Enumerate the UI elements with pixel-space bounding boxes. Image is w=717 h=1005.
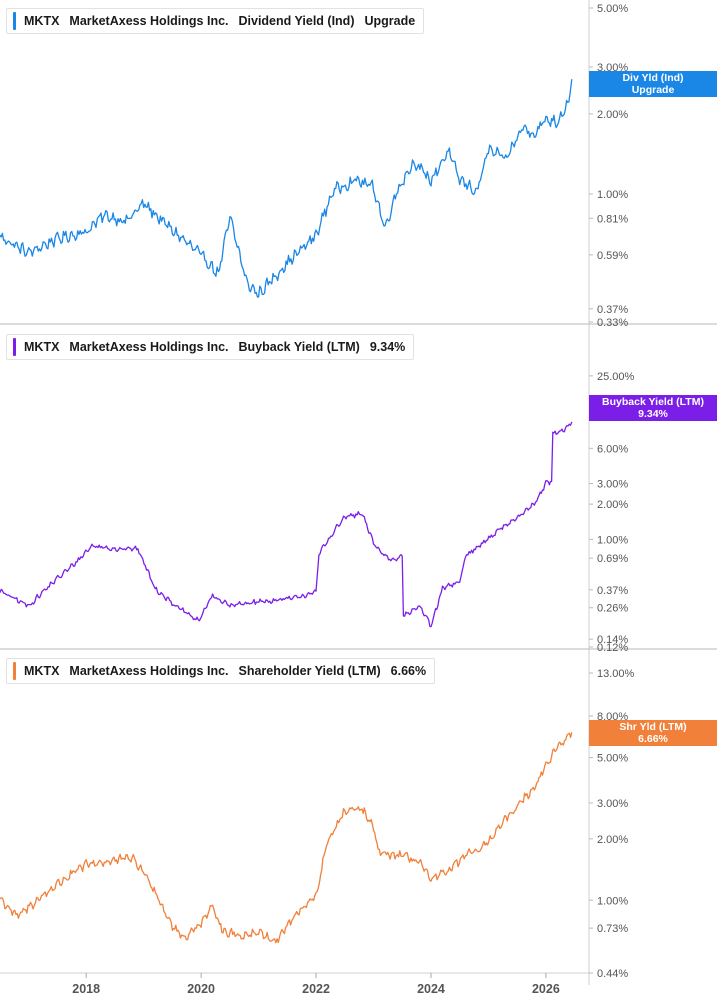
x-tick-label: 2022 bbox=[302, 982, 330, 996]
y-tick-label: 2.00% bbox=[597, 499, 628, 511]
legend-current-value[interactable]: Upgrade bbox=[364, 14, 416, 28]
tag-value: 9.34% bbox=[638, 408, 668, 420]
y-tick-label: 3.00% bbox=[597, 479, 628, 491]
y-tick-label: 0.12% bbox=[597, 642, 628, 654]
legend-current-value: 6.66% bbox=[390, 664, 427, 678]
series-color-swatch bbox=[13, 338, 16, 356]
current-value-tag-shareholder: Shr Yld (LTM) 6.66% bbox=[589, 720, 717, 746]
y-tick-label: 0.59% bbox=[597, 250, 628, 262]
legend-ticker: MKTX bbox=[24, 664, 60, 678]
series-color-swatch bbox=[13, 662, 16, 680]
current-value-tag-buyback: Buyback Yield (LTM) 9.34% bbox=[589, 395, 717, 421]
y-tick-label: 1.00% bbox=[597, 189, 628, 201]
y-tick-label: 0.26% bbox=[597, 603, 628, 615]
y-tick-label: 0.44% bbox=[597, 968, 628, 980]
legend-metric: Buyback Yield (LTM) bbox=[238, 340, 360, 354]
y-tick-label: 5.00% bbox=[597, 3, 628, 15]
legend-metric: Dividend Yield (Ind) bbox=[238, 14, 355, 28]
series-color-swatch bbox=[13, 12, 16, 30]
legend-current-value: 9.34% bbox=[369, 340, 406, 354]
series-line bbox=[0, 79, 573, 298]
current-value-tag-dividend: Div Yld (Ind) Upgrade bbox=[589, 71, 717, 97]
x-tick-label: 2026 bbox=[532, 982, 560, 996]
y-tick-label: 2.00% bbox=[597, 109, 628, 121]
legend-company: MarketAxess Holdings Inc. bbox=[69, 340, 229, 354]
legend-metric: Shareholder Yield (LTM) bbox=[238, 664, 381, 678]
tag-metric: Buyback Yield (LTM) bbox=[602, 396, 704, 408]
legend-company: MarketAxess Holdings Inc. bbox=[69, 664, 229, 678]
legend-company: MarketAxess Holdings Inc. bbox=[69, 14, 229, 28]
y-tick-label: 25.00% bbox=[597, 371, 635, 383]
series-line bbox=[0, 421, 573, 628]
y-tick-label: 0.37% bbox=[597, 585, 628, 597]
tag-value: 6.66% bbox=[638, 733, 668, 745]
series-line bbox=[0, 732, 573, 944]
y-tick-label: 0.37% bbox=[597, 304, 628, 316]
y-tick-label: 0.81% bbox=[597, 213, 628, 225]
legend-buyback-yield: MKTX MarketAxess Holdings Inc. Buyback Y… bbox=[6, 334, 415, 360]
y-tick-label: 1.00% bbox=[597, 534, 628, 546]
tag-metric: Shr Yld (LTM) bbox=[619, 721, 687, 733]
y-tick-label: 0.73% bbox=[597, 923, 628, 935]
y-tick-label: 13.00% bbox=[597, 668, 635, 680]
y-tick-label: 3.00% bbox=[597, 798, 628, 810]
x-tick-label: 2020 bbox=[187, 982, 215, 996]
legend-ticker: MKTX bbox=[24, 340, 60, 354]
y-tick-label: 6.00% bbox=[597, 443, 628, 455]
legend-shareholder-yield: MKTX MarketAxess Holdings Inc. Sharehold… bbox=[6, 658, 436, 684]
x-tick-label: 2024 bbox=[417, 982, 445, 996]
y-tick-label: 0.33% bbox=[597, 317, 628, 329]
y-tick-label: 2.00% bbox=[597, 834, 628, 846]
tag-value: Upgrade bbox=[631, 84, 675, 96]
legend-ticker: MKTX bbox=[24, 14, 60, 28]
y-tick-label: 0.69% bbox=[597, 553, 628, 565]
x-tick-label: 2018 bbox=[72, 982, 100, 996]
tag-metric: Div Yld (Ind) bbox=[622, 72, 684, 84]
legend-dividend-yield: MKTX MarketAxess Holdings Inc. Dividend … bbox=[6, 8, 425, 34]
y-tick-label: 1.00% bbox=[597, 895, 628, 907]
y-tick-label: 0.14% bbox=[597, 634, 628, 646]
y-tick-label: 5.00% bbox=[597, 753, 628, 765]
